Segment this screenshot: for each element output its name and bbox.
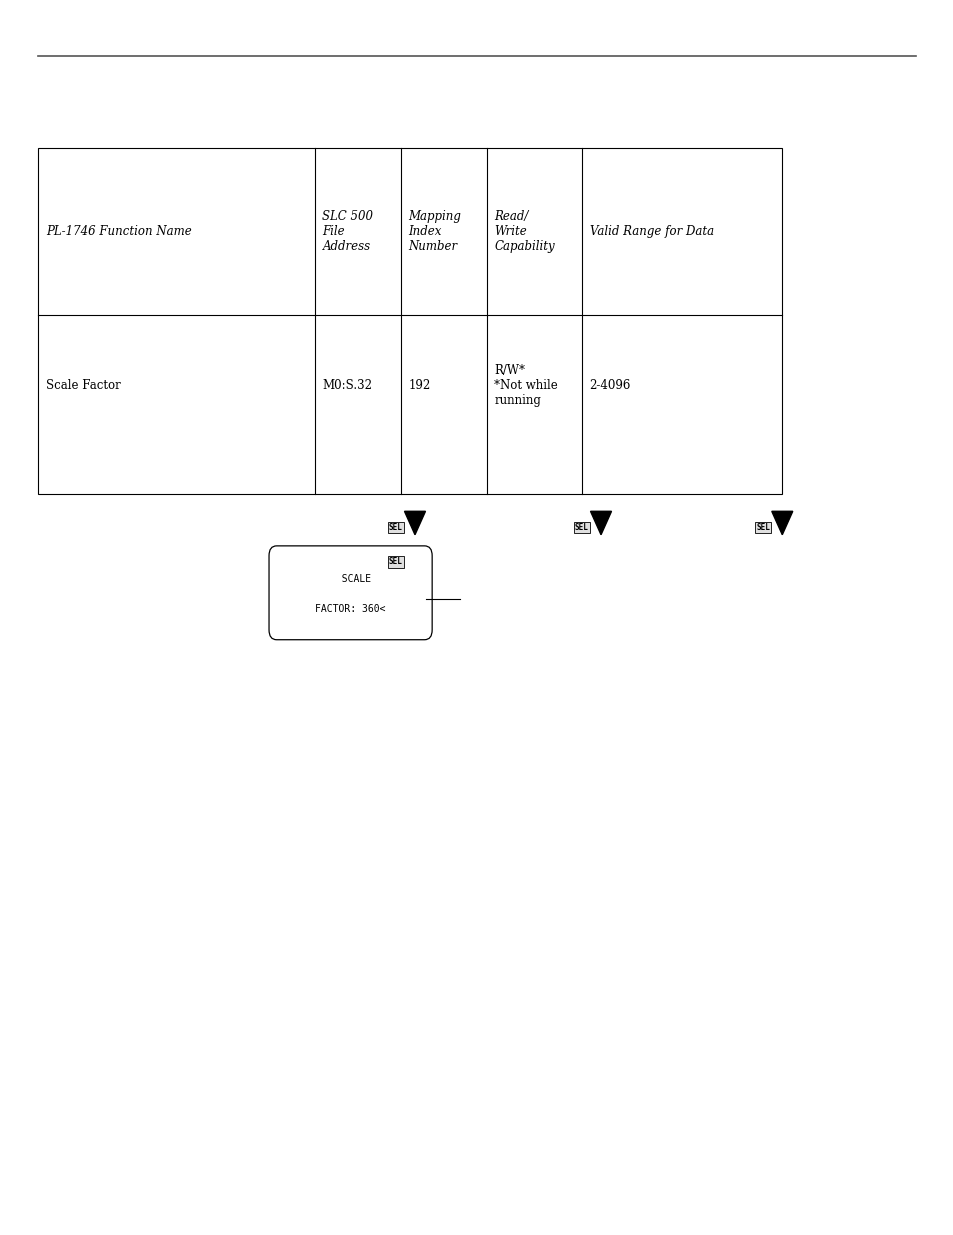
Text: SEL: SEL: [756, 522, 769, 532]
Text: 2-4096: 2-4096: [589, 379, 630, 393]
FancyBboxPatch shape: [269, 546, 432, 640]
Text: R/W*
*Not while
running: R/W* *Not while running: [494, 364, 558, 408]
Polygon shape: [590, 511, 611, 535]
Text: Mapping
Index
Number: Mapping Index Number: [408, 210, 460, 253]
Bar: [38, 148, 781, 494]
Text: Read/
Write
Capability: Read/ Write Capability: [494, 210, 555, 253]
Text: Scale Factor: Scale Factor: [46, 379, 120, 393]
Text: M0:S.32: M0:S.32: [322, 379, 372, 393]
Polygon shape: [404, 511, 425, 535]
Text: 192: 192: [408, 379, 430, 393]
Text: FACTOR: 360<: FACTOR: 360<: [315, 604, 385, 614]
Text: PL-1746 Function Name: PL-1746 Function Name: [46, 225, 192, 238]
Polygon shape: [771, 511, 792, 535]
Text: SEL: SEL: [389, 557, 402, 567]
Text: SLC 500
File
Address: SLC 500 File Address: [322, 210, 373, 253]
Text: SEL: SEL: [575, 522, 588, 532]
Text: SCALE: SCALE: [330, 574, 371, 584]
Text: Valid Range for Data: Valid Range for Data: [589, 225, 713, 238]
Text: SEL: SEL: [389, 522, 402, 532]
